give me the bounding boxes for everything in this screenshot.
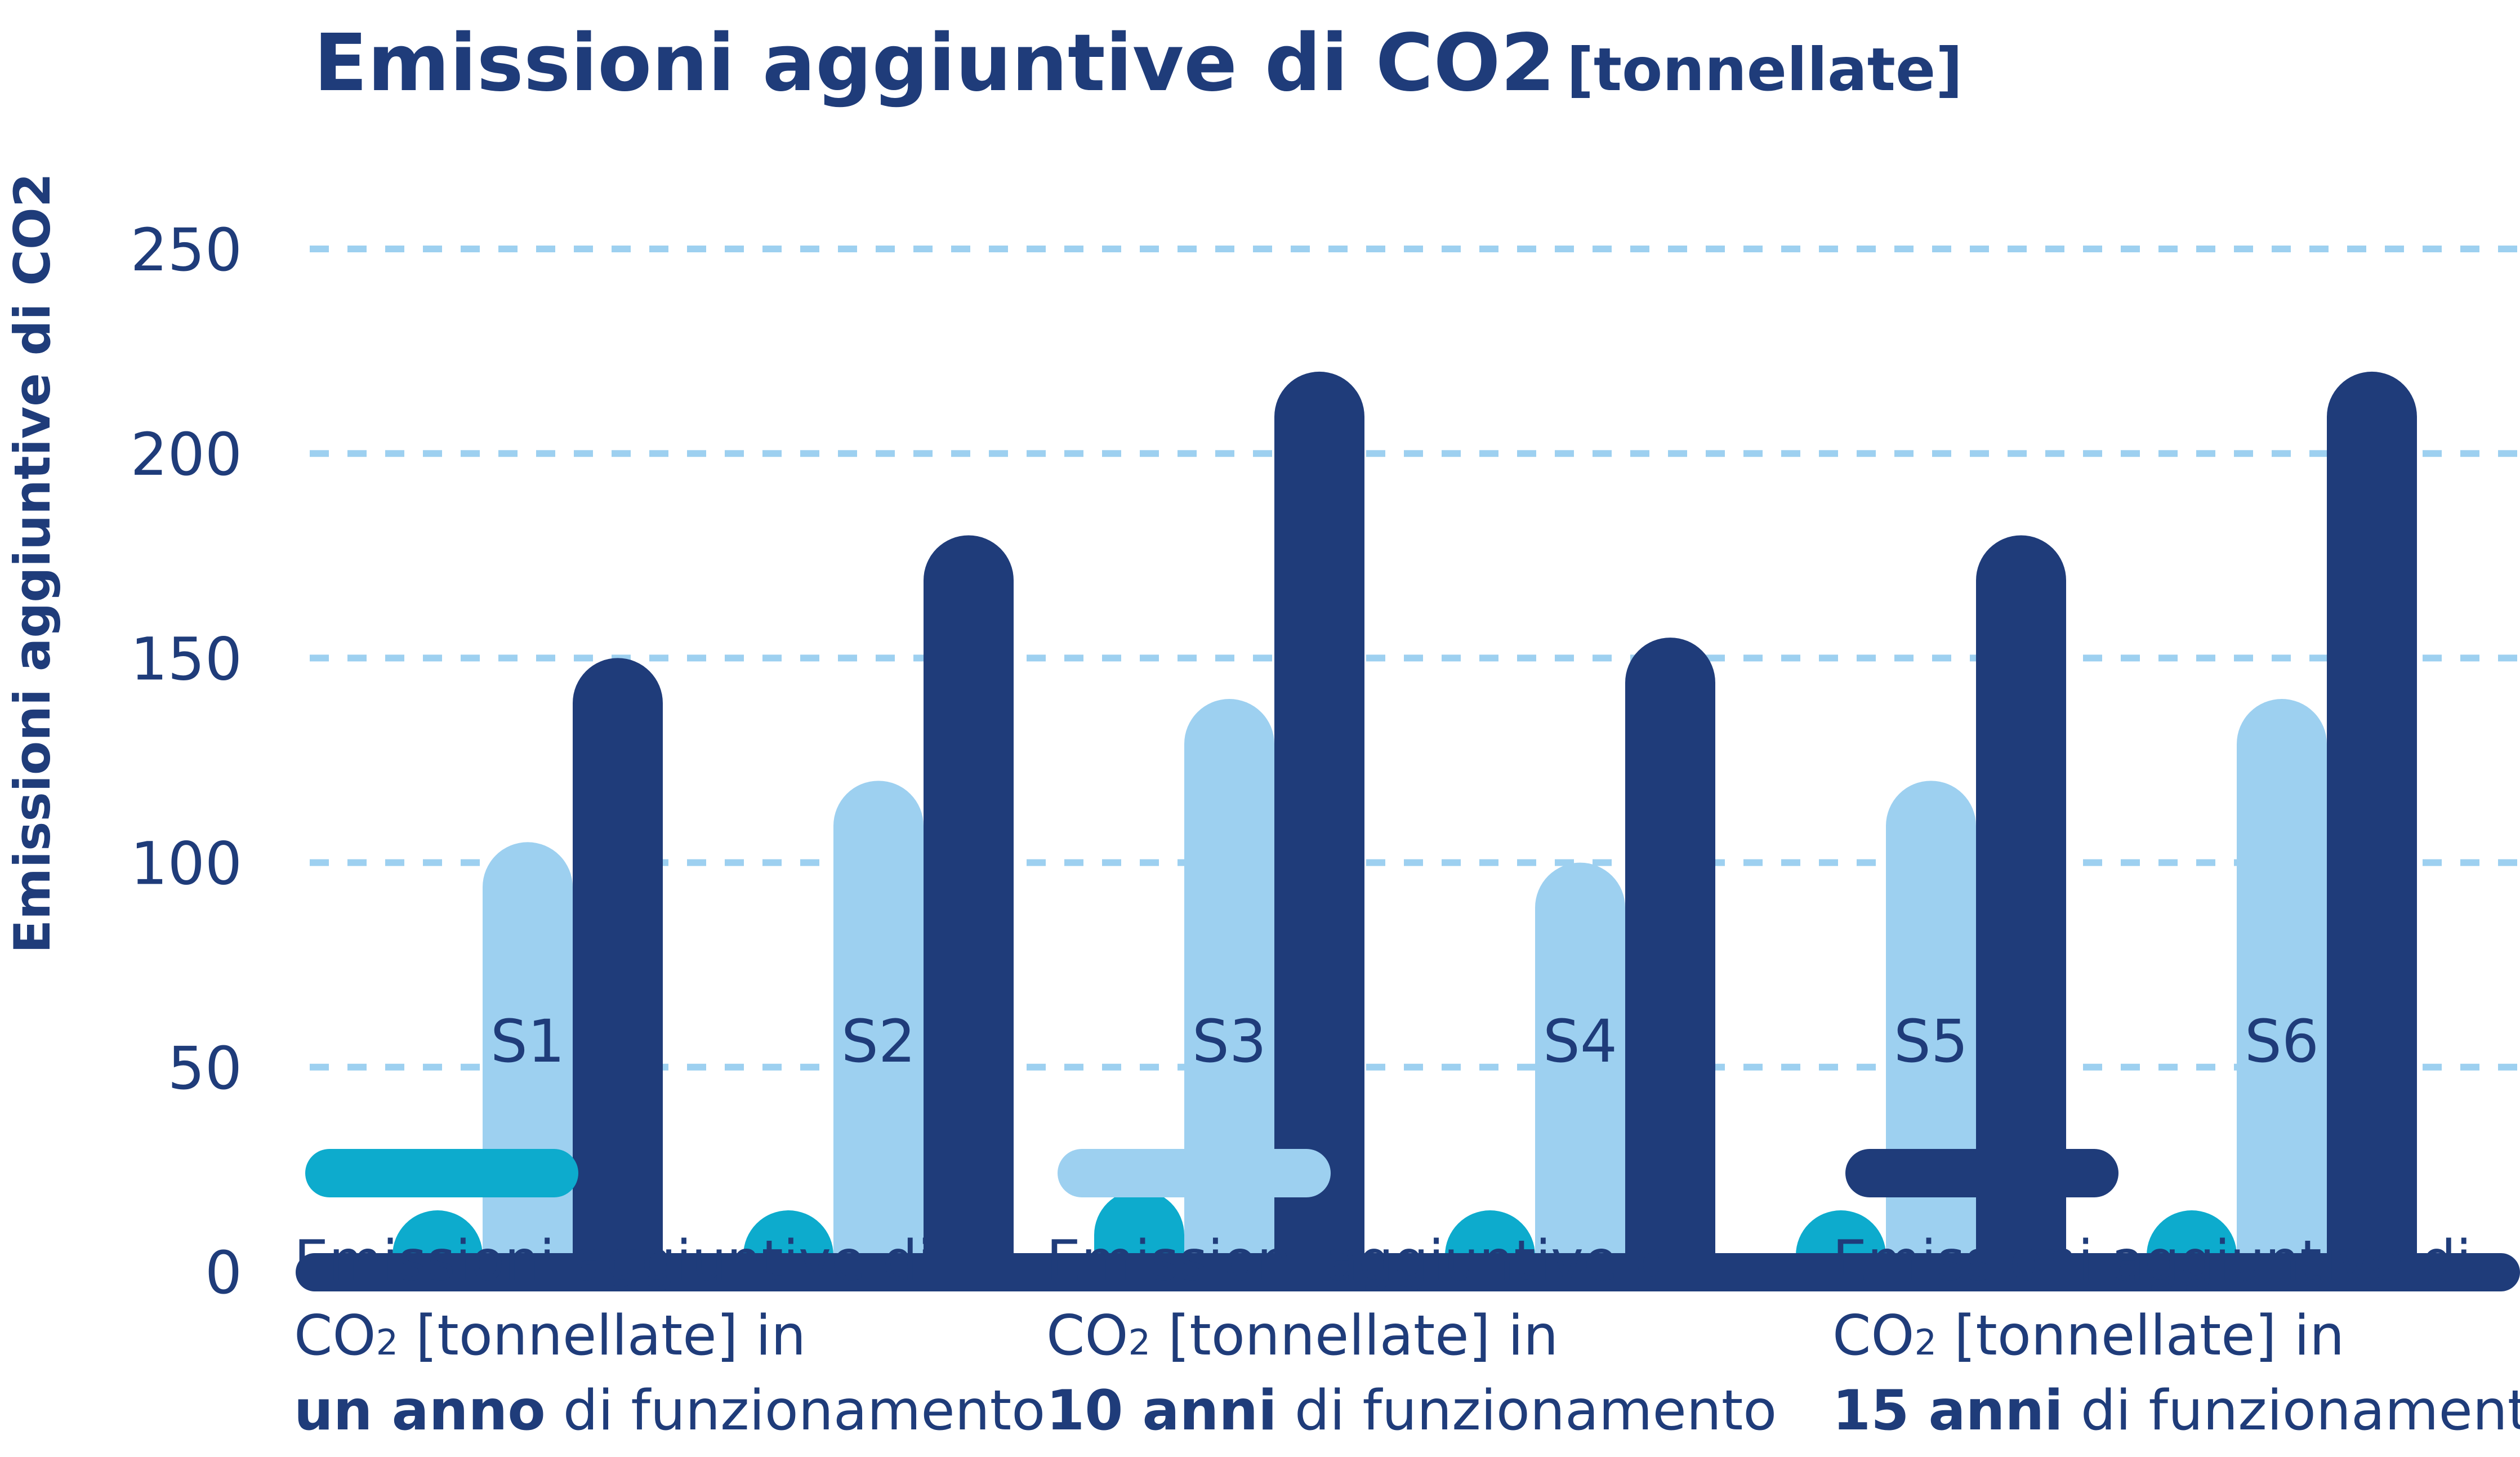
bar-S6-15-anni xyxy=(2327,371,2417,1262)
bar-S4-10-anni xyxy=(1535,862,1625,1262)
bar-S6-10-anni xyxy=(2237,699,2327,1262)
chart-title-unit: [tonnellate] xyxy=(1567,35,1963,104)
legend-item: Emissioni aggiuntive di CO2 [tonnellate] … xyxy=(294,1149,1045,1443)
bar-S5-15-anni xyxy=(1976,535,2066,1262)
x-tick-label: S2 xyxy=(841,1007,916,1076)
bar-S2-10-anni xyxy=(833,781,924,1262)
x-tick-label: S1 xyxy=(490,1007,565,1076)
y-tick-label: 250 xyxy=(130,216,242,284)
x-tick-label: S5 xyxy=(1894,1007,1968,1076)
legend-line-1: Emissioni aggiuntive di xyxy=(294,1229,933,1293)
bar-S3-un-anno xyxy=(1094,1189,1184,1262)
legend-swatch xyxy=(305,1149,578,1197)
bar-S6-un-anno xyxy=(2147,1210,2237,1262)
x-tick-label: S6 xyxy=(2245,1007,2319,1076)
bar-S3-10-anni xyxy=(1184,699,1274,1262)
bar-S1-15-anni xyxy=(573,658,663,1262)
y-tick-label: 100 xyxy=(130,830,242,898)
bar-S4-un-anno xyxy=(1445,1210,1535,1262)
y-tick-label: 0 xyxy=(205,1238,242,1307)
legend-line-3: 10 anni di funzionamento xyxy=(1046,1379,1777,1443)
chart-title: Emissioni aggiuntive di CO2 [tonnellate] xyxy=(314,17,1963,109)
x-axis-line xyxy=(296,1253,2520,1291)
bar-S5-10-anni xyxy=(1886,781,1976,1262)
legend-item: Emissioni aggiuntive di CO2 [tonnellate] … xyxy=(1046,1149,1777,1443)
bar-S4-15-anni xyxy=(1625,638,1715,1262)
legend-item: Emissioni aggiuntive di CO2 [tonnellate] … xyxy=(1832,1149,2520,1443)
legend-swatch xyxy=(1845,1149,2118,1197)
legend-line-3: un anno di funzionamento xyxy=(294,1379,1045,1443)
legend-line-2: CO2 [tonnellate] in xyxy=(1832,1304,2344,1368)
y-tick-label: 200 xyxy=(130,420,242,489)
x-tick-label: S4 xyxy=(1543,1007,1617,1076)
legend-line-1: Emissioni aggiuntive di xyxy=(1832,1229,2472,1293)
y-tick-label: 150 xyxy=(130,625,242,693)
y-tick-label: 50 xyxy=(168,1034,242,1103)
bar-S5-un-anno xyxy=(1796,1210,1886,1262)
legend-line-2: CO2 [tonnellate] in xyxy=(294,1304,806,1368)
legend-line-2: CO2 [tonnellate] in xyxy=(1046,1304,1558,1368)
y-axis-label: Emissioni aggiuntive di CO2 xyxy=(3,173,61,953)
legend-swatch xyxy=(1058,1149,1331,1197)
legend-line-3: 15 anni di funzionamento xyxy=(1832,1379,2520,1443)
legend-line-1: Emissioni aggiuntive di xyxy=(1046,1229,1685,1293)
bar-S1-un-anno xyxy=(393,1210,483,1262)
bar-S2-un-anno xyxy=(743,1210,833,1262)
bar-S2-15-anni xyxy=(924,535,1014,1262)
x-tick-label: S3 xyxy=(1192,1007,1266,1076)
bar-S3-15-anni xyxy=(1274,371,1364,1262)
